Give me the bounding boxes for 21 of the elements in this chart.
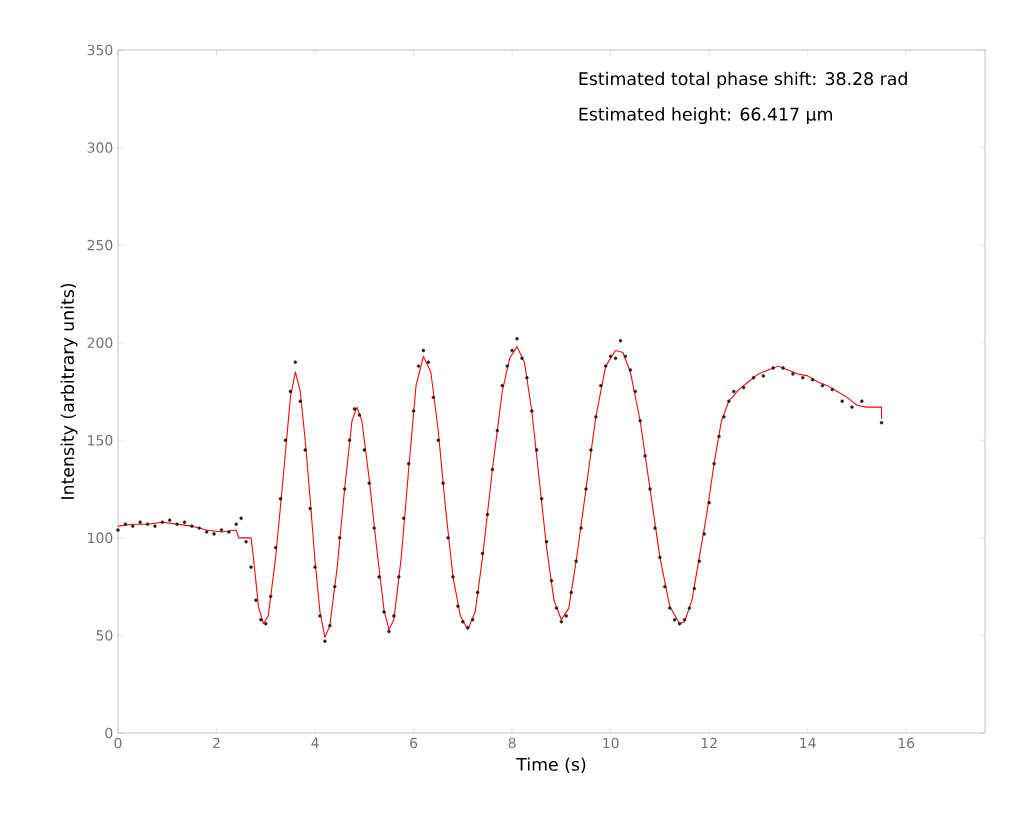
- x-tick-label: 2: [213, 737, 220, 749]
- y-axis-title: Intensity (arbitrary units): [60, 283, 78, 499]
- y-tick-label: 300: [87, 142, 113, 153]
- x-tick-label: 6: [410, 737, 418, 749]
- y-tick-label: 200: [87, 337, 113, 348]
- x-tick-label: 4: [311, 737, 319, 748]
- y-tick-label: 250: [87, 239, 113, 251]
- annotation: Estimated total phase shift: 38.28 rad: [579, 71, 907, 89]
- y-tick-label: 100: [88, 532, 113, 544]
- x-tick-label: 16: [898, 737, 915, 749]
- x-tick-label: 10: [603, 737, 619, 749]
- y-tick-label: 150: [88, 434, 113, 446]
- x-tick-label: 14: [800, 737, 816, 748]
- x-tick-label: 12: [701, 737, 717, 749]
- x-tick-label: 0: [114, 737, 122, 749]
- y-tick-label: 350: [87, 44, 113, 56]
- x-tick-label: 8: [508, 737, 516, 749]
- y-tick-label: 50: [96, 630, 113, 641]
- y-tick-label: 0: [105, 727, 113, 739]
- x-axis-title: Time (s): [516, 757, 586, 773]
- annotation: Estimated height: 66.417 μm: [579, 107, 832, 125]
